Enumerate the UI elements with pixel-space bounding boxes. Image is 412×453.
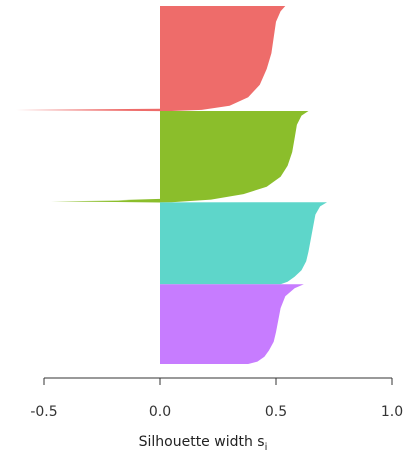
x-axis: -0.5 0.0 0.5 1.0	[30, 377, 403, 420]
cluster-4-silhouette	[160, 284, 304, 364]
silhouette-bars	[16, 6, 327, 364]
x-axis-ticks: -0.5 0.0 0.5 1.0	[30, 378, 403, 420]
x-tick-label-3: 1.0	[381, 404, 403, 420]
x-tick-label-2: 0.5	[265, 404, 287, 420]
cluster-1-negative-bar	[16, 108, 160, 112]
x-axis-title-subscript: i	[265, 442, 268, 453]
x-axis-title: Silhouette width si	[139, 434, 268, 453]
cluster-2-silhouette	[160, 110, 309, 203]
x-axis-title-symbol: s	[257, 434, 264, 450]
cluster-1-silhouette	[160, 6, 286, 111]
x-axis-title-text: Silhouette width	[139, 434, 253, 450]
x-tick-label-0: -0.5	[30, 404, 57, 420]
cluster-2-negative-bar	[118, 198, 160, 202]
cluster-2-negative-bar	[50, 200, 160, 203]
cluster-3-silhouette	[160, 202, 327, 285]
x-tick-label-1: 0.0	[149, 404, 171, 420]
